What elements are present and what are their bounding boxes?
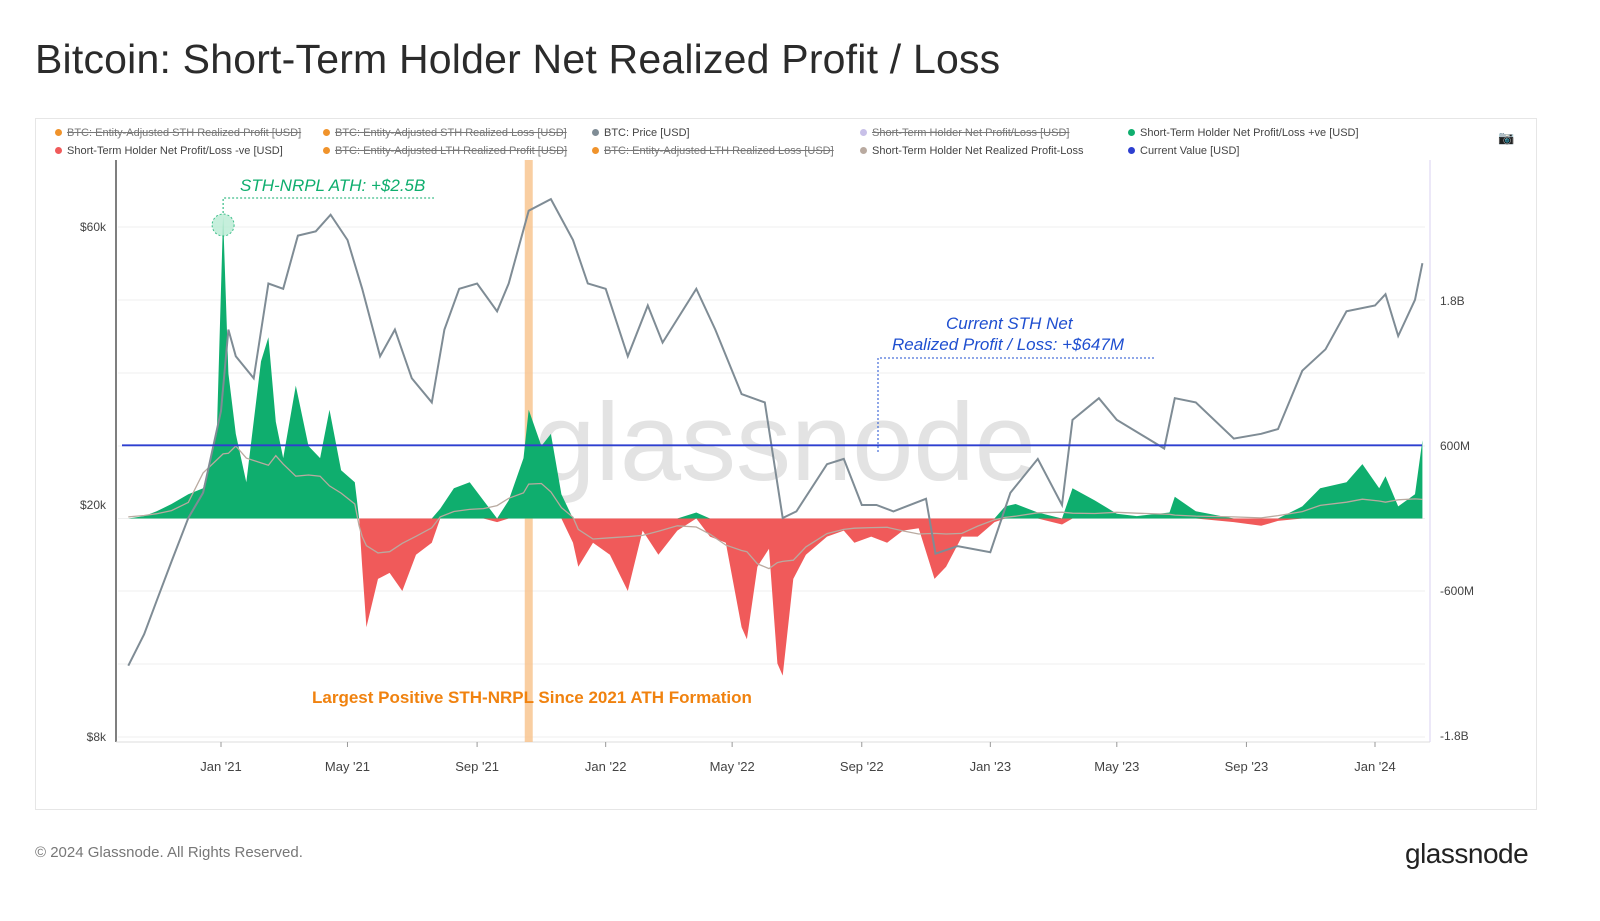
largest-annotation: Largest Positive STH-NRPL Since 2021 ATH… bbox=[312, 688, 752, 707]
watermark: glassnode bbox=[534, 381, 1036, 504]
legend-dot-icon bbox=[55, 147, 62, 154]
page-title: Bitcoin: Short-Term Holder Net Realized … bbox=[35, 36, 1001, 82]
negative-nrpl-area bbox=[128, 518, 1423, 676]
positive-nrpl-area bbox=[128, 216, 1423, 519]
sth-nrpl-line bbox=[128, 445, 1423, 570]
legend-label: Current Value [USD] bbox=[1140, 145, 1240, 157]
x-tick-label: May '21 bbox=[325, 759, 370, 774]
right-tick-label: 1.8B bbox=[1440, 294, 1465, 308]
x-tick-label: Sep '23 bbox=[1225, 759, 1269, 774]
copyright: © 2024 Glassnode. All Rights Reserved. bbox=[35, 844, 303, 861]
legend-item[interactable]: Short-Term Holder Net Profit/Loss +ve [U… bbox=[1128, 127, 1359, 139]
legend-dot-icon bbox=[860, 129, 867, 136]
left-tick-label: $20k bbox=[80, 498, 107, 512]
camera-icon[interactable]: 📷 bbox=[1498, 130, 1515, 145]
legend-label: BTC: Entity-Adjusted STH Realized Loss [… bbox=[335, 127, 567, 139]
legend-item[interactable]: BTC: Entity-Adjusted STH Realized Profit… bbox=[55, 127, 301, 139]
legend-dot-icon bbox=[860, 147, 867, 154]
x-tick-label: Jan '23 bbox=[970, 759, 1012, 774]
btc-price-line bbox=[127, 197, 1424, 667]
ath-marker bbox=[211, 213, 235, 237]
legend-dot-icon bbox=[323, 129, 330, 136]
right-tick-label: -1.8B bbox=[1440, 729, 1469, 743]
current-leader-line bbox=[877, 357, 1155, 452]
legend-dot-icon bbox=[323, 147, 330, 154]
glassnode-logo: glassnode bbox=[1405, 838, 1529, 869]
legend-item[interactable]: BTC: Entity-Adjusted LTH Realized Profit… bbox=[323, 145, 567, 157]
legend-label: BTC: Entity-Adjusted LTH Realized Loss [… bbox=[604, 145, 834, 157]
ath-leader-line bbox=[222, 197, 434, 213]
x-tick-label: Sep '22 bbox=[840, 759, 884, 774]
legend-item[interactable]: BTC: Entity-Adjusted LTH Realized Loss [… bbox=[592, 145, 834, 157]
legend-label: BTC: Entity-Adjusted STH Realized Profit… bbox=[67, 127, 302, 139]
legend-dot-icon bbox=[592, 147, 599, 154]
legend-item[interactable]: BTC: Price [USD] bbox=[592, 127, 690, 139]
legend-label: BTC: Price [USD] bbox=[604, 127, 690, 139]
legend-item[interactable]: Short-Term Holder Net Profit/Loss -ve [U… bbox=[55, 145, 283, 157]
x-tick-label: May '23 bbox=[1094, 759, 1139, 774]
legend-dot-icon bbox=[592, 129, 599, 136]
right-tick-label: 600M bbox=[1440, 439, 1470, 453]
left-tick-label: $8k bbox=[87, 730, 107, 744]
legend-label: Short-Term Holder Net Profit/Loss +ve [U… bbox=[1140, 127, 1359, 139]
chart-frame bbox=[35, 118, 1537, 810]
legend-item[interactable]: Current Value [USD] bbox=[1128, 145, 1239, 157]
right-tick-label: -600M bbox=[1440, 584, 1474, 598]
x-tick-label: May '22 bbox=[710, 759, 755, 774]
legend-dot-icon bbox=[1128, 129, 1135, 136]
legend-item[interactable]: BTC: Entity-Adjusted STH Realized Loss [… bbox=[323, 127, 567, 139]
legend-label: Short-Term Holder Net Profit/Loss -ve [U… bbox=[67, 145, 283, 157]
current-annotation-line1: Current STH Net bbox=[946, 314, 1073, 333]
legend-item[interactable]: Short-Term Holder Net Realized Profit-Lo… bbox=[860, 145, 1084, 157]
x-tick-label: Jan '24 bbox=[1354, 759, 1396, 774]
x-tick-label: Jan '22 bbox=[585, 759, 627, 774]
ath-annotation: STH-NRPL ATH: +$2.5B bbox=[240, 176, 426, 195]
legend-label: Short-Term Holder Net Profit/Loss [USD] bbox=[872, 127, 1070, 139]
legend-dot-icon bbox=[1128, 147, 1135, 154]
current-annotation-line2: Realized Profit / Loss: +$647M bbox=[892, 335, 1124, 354]
legend-item[interactable]: Short-Term Holder Net Profit/Loss [USD] bbox=[860, 127, 1069, 139]
legend-dot-icon bbox=[55, 129, 62, 136]
legend-label: BTC: Entity-Adjusted LTH Realized Profit… bbox=[335, 145, 568, 157]
x-tick-label: Jan '21 bbox=[200, 759, 242, 774]
left-tick-label: $60k bbox=[80, 220, 107, 234]
legend-label: Short-Term Holder Net Realized Profit-Lo… bbox=[872, 145, 1084, 157]
x-tick-label: Sep '21 bbox=[455, 759, 499, 774]
